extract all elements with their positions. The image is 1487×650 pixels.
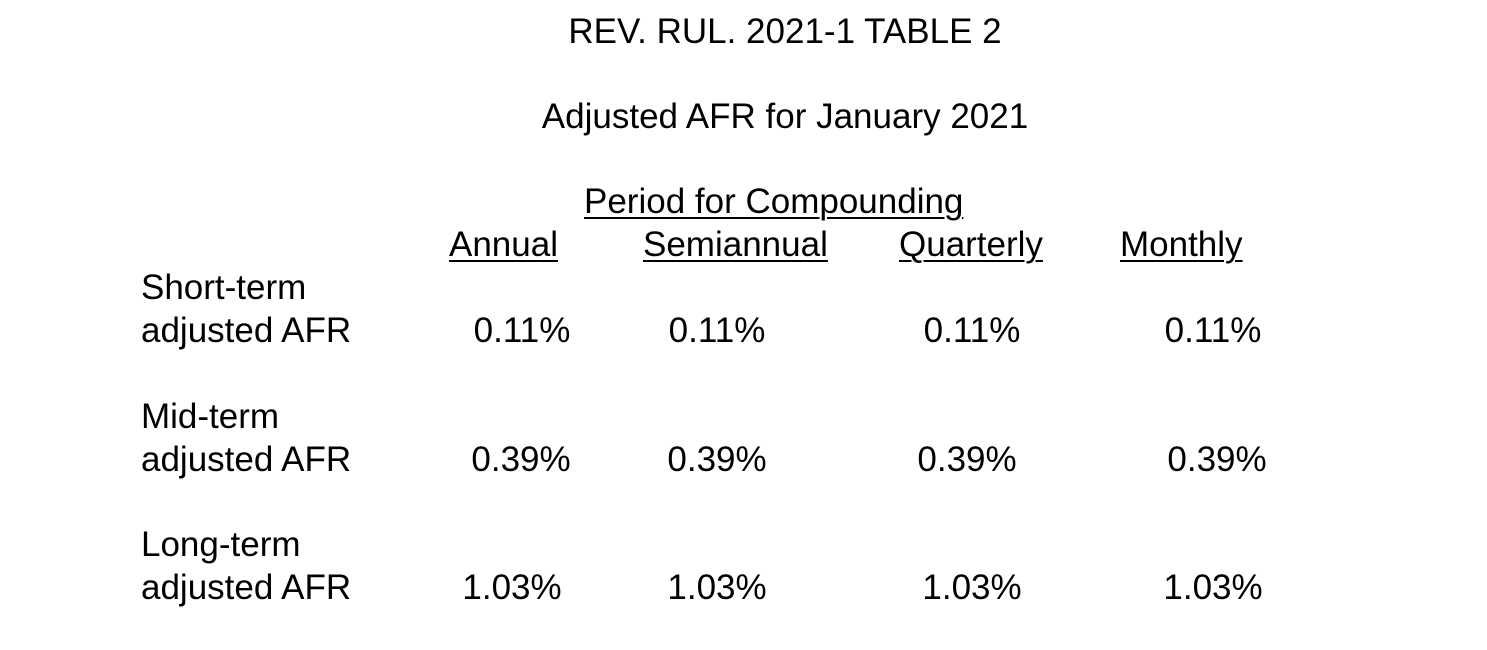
document-subtitle: Adjusted AFR for January 2021 xyxy=(541,97,1029,136)
table-cell-quarterly: 0.11% xyxy=(923,311,1021,350)
column-header-monthly: Monthly xyxy=(1120,225,1243,264)
row-label-line2: adjusted AFR xyxy=(141,311,352,350)
document-title: REV. RUL. 2021-1 TABLE 2 xyxy=(568,12,1002,51)
table-cell-quarterly: 1.03% xyxy=(922,568,1022,607)
column-header-annual: Annual xyxy=(449,225,558,264)
table-cell-annual: 0.11% xyxy=(473,311,571,350)
table-cell-annual: 1.03% xyxy=(462,568,562,607)
row-label-line2: adjusted AFR xyxy=(141,440,352,479)
period-for-compounding-header: Period for Compounding xyxy=(584,182,964,221)
table-cell-monthly: 1.03% xyxy=(1163,568,1263,607)
table-cell-semiannual: 0.39% xyxy=(667,440,767,479)
row-label-line1: Long-term xyxy=(141,525,301,564)
row-label-line1: Mid-term xyxy=(141,397,280,436)
table-cell-semiannual: 1.03% xyxy=(667,568,767,607)
table-cell-annual: 0.39% xyxy=(471,440,571,479)
row-label-line1: Short-term xyxy=(141,268,307,307)
column-header-semiannual: Semiannual xyxy=(643,225,828,264)
row-label-line2: adjusted AFR xyxy=(141,568,352,607)
table-cell-monthly: 0.11% xyxy=(1164,311,1262,350)
table-cell-quarterly: 0.39% xyxy=(917,440,1017,479)
column-header-quarterly: Quarterly xyxy=(899,225,1043,264)
table-cell-monthly: 0.39% xyxy=(1167,440,1267,479)
table-cell-semiannual: 0.11% xyxy=(668,311,766,350)
